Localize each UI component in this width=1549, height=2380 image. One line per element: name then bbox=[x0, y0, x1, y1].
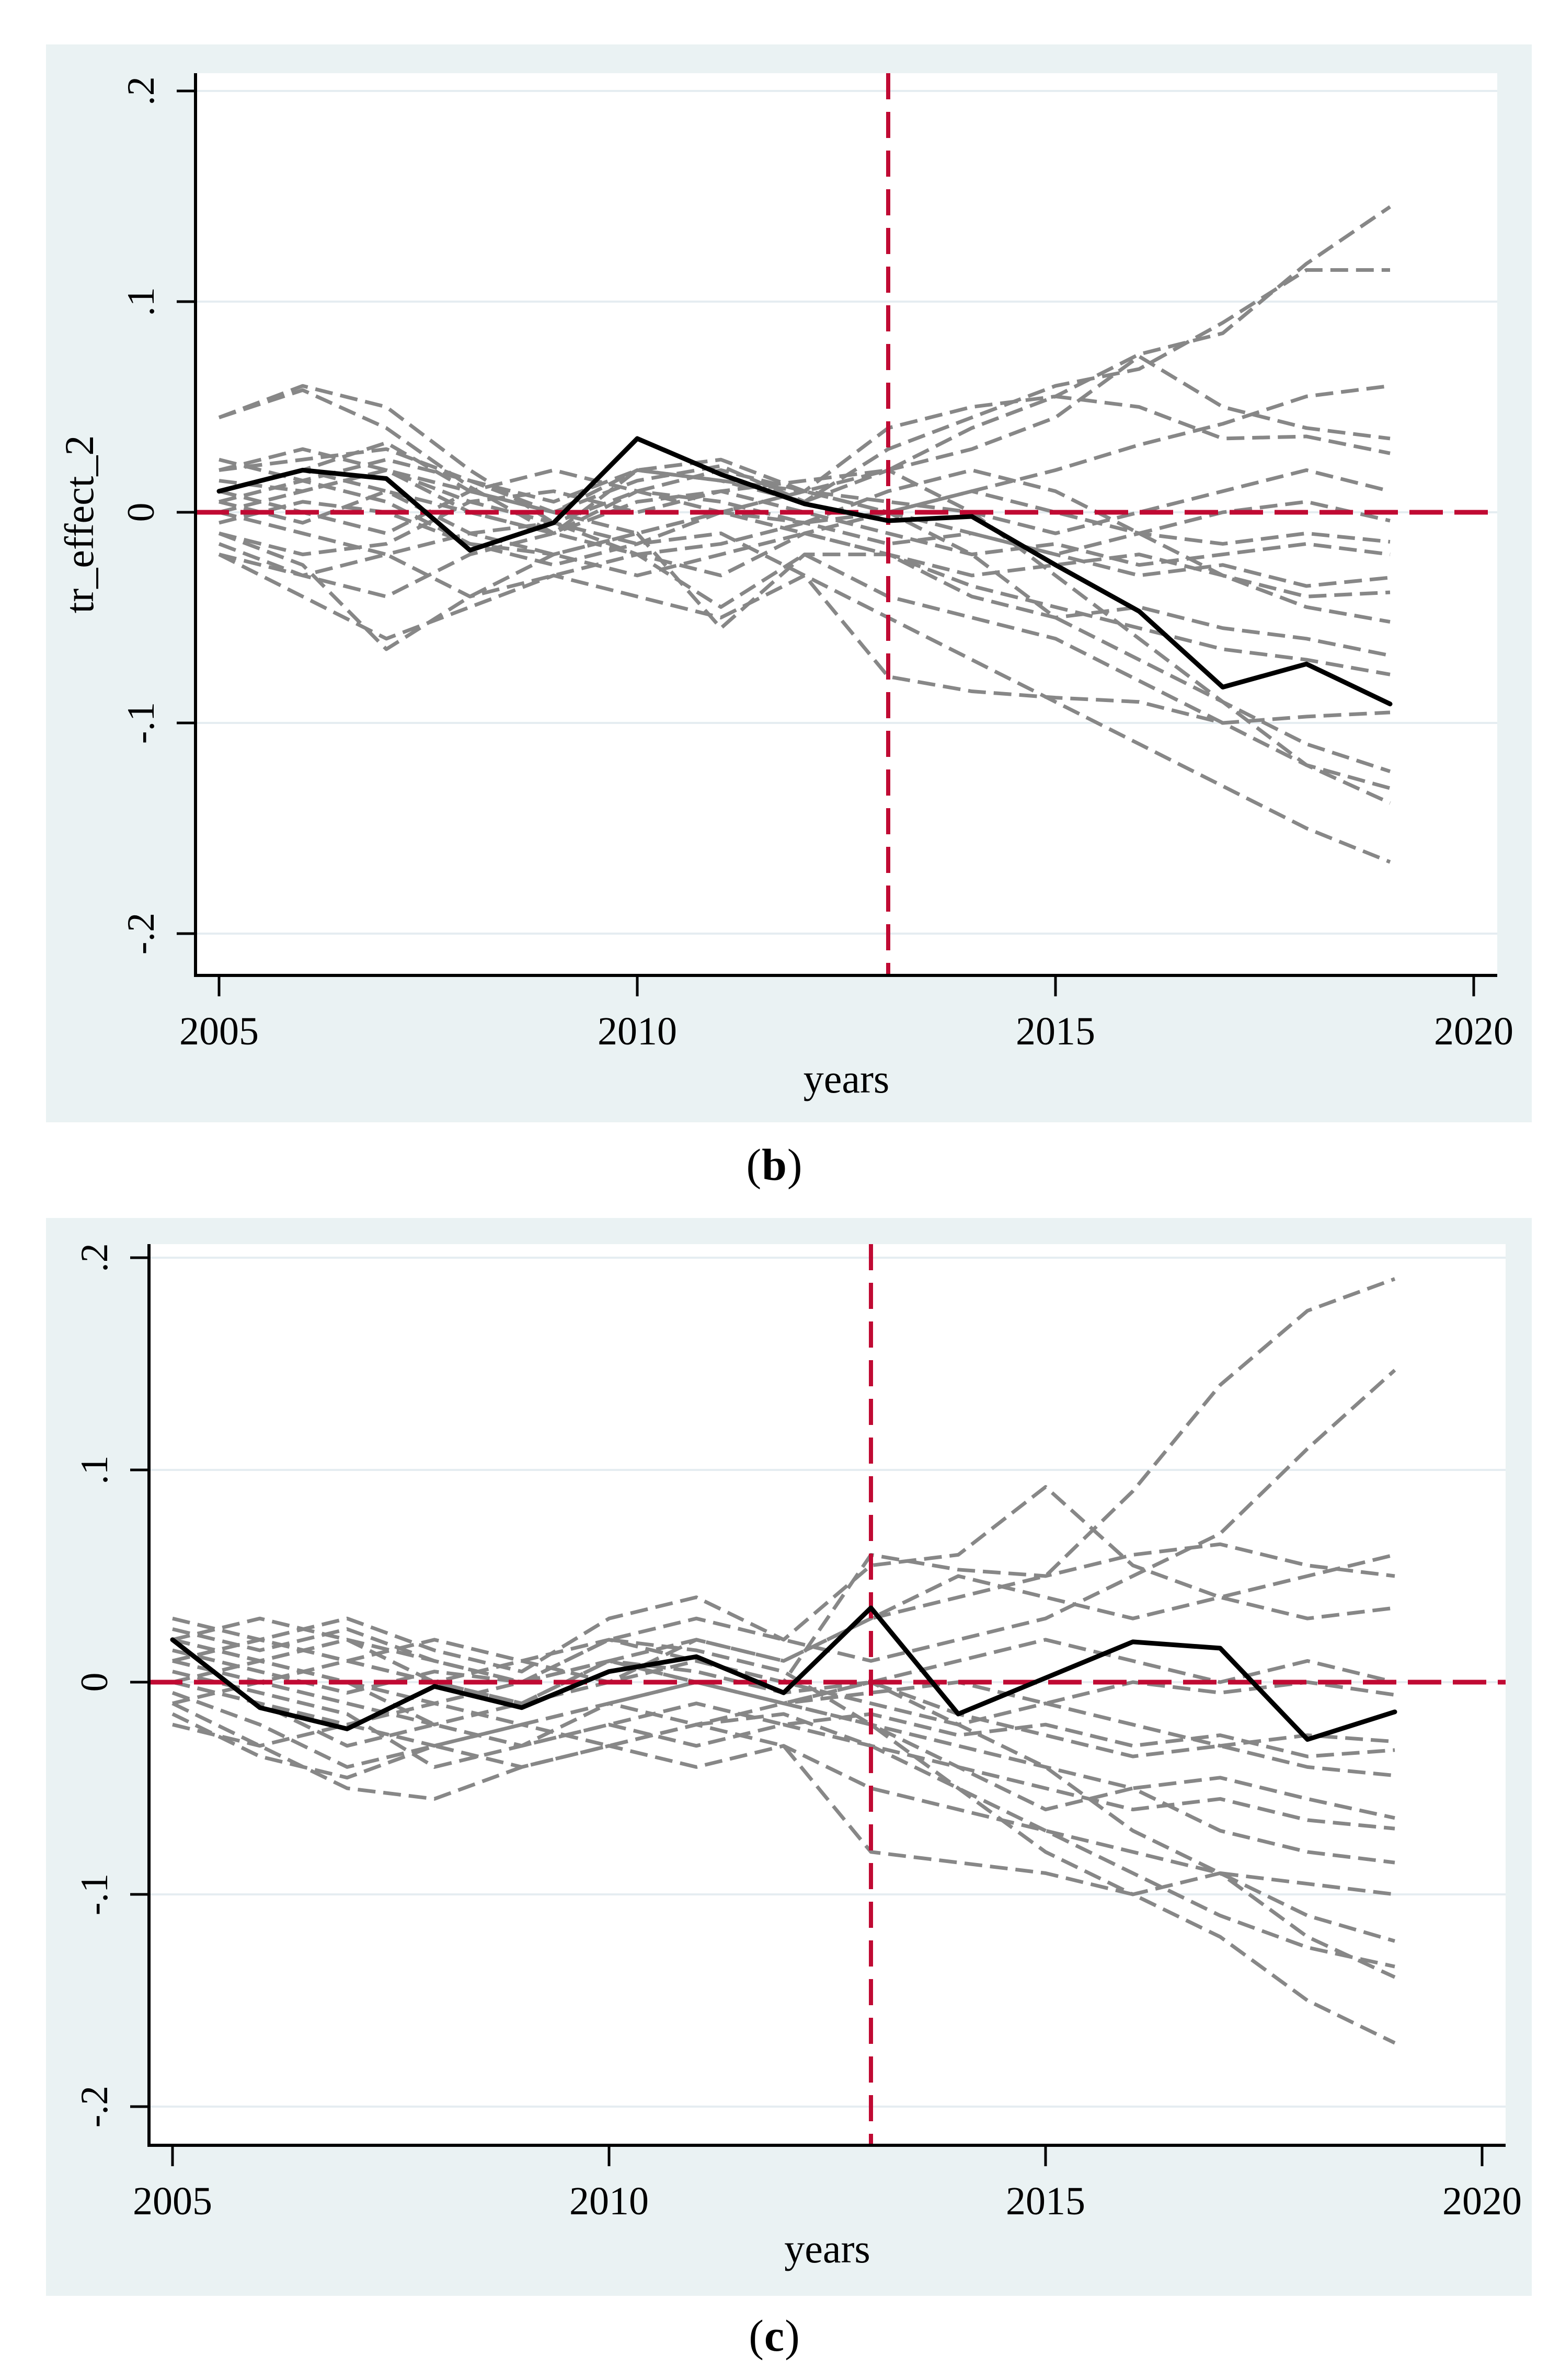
placebo-line-c bbox=[172, 1638, 1395, 1943]
caption-b-open: ( bbox=[746, 1140, 762, 1190]
caption-b: (b) bbox=[0, 1139, 1549, 1191]
caption-c-letter: c bbox=[764, 2310, 785, 2361]
chart-b: .2 .1 0 -.1 -.2 2005 2010 2015 2020 years tr_effec… bbox=[46, 44, 1532, 1122]
placebo-line-c bbox=[172, 1574, 1395, 1706]
x-tick-label-b: 2005 bbox=[179, 1009, 259, 1053]
treated-line-b bbox=[216, 436, 1393, 707]
placebo-line-b bbox=[219, 468, 1391, 774]
placebo-line-c bbox=[172, 1670, 1395, 1831]
chart-c: .2 .1 0 -.1 -.2 2005 2010 2015 2020 years bbox=[46, 1218, 1532, 2296]
y-tick-label-b: -.2 bbox=[120, 913, 163, 955]
y-tick-label-c: -.2 bbox=[73, 2086, 116, 2128]
y-tick-label-c: 0 bbox=[73, 1673, 116, 1692]
placebo-line-b bbox=[219, 354, 1391, 504]
placebo-line-b bbox=[219, 468, 1391, 557]
x-axis-title-c: years bbox=[784, 2226, 870, 2271]
placebo-line-c bbox=[172, 1485, 1395, 1674]
placebo-line-b bbox=[219, 489, 1391, 567]
caption-c-open: ( bbox=[749, 2310, 764, 2361]
x-tick-label-c: 2005 bbox=[133, 2179, 212, 2223]
placebo-line-b bbox=[218, 531, 1391, 658]
placebo-line-b bbox=[218, 384, 1391, 578]
caption-b-close: ) bbox=[787, 1140, 803, 1190]
placebo-line-b bbox=[218, 542, 1391, 790]
plot-area-c bbox=[149, 1244, 1506, 2145]
y-tick-label-c: .1 bbox=[73, 1455, 116, 1485]
treated-line-c bbox=[170, 1605, 1397, 1742]
placebo-line-c bbox=[172, 1680, 1395, 1969]
placebo-line-c bbox=[172, 1627, 1396, 1979]
placebo-line-b bbox=[219, 468, 1391, 535]
placebo-line-b bbox=[219, 447, 1391, 624]
y-tick-label-b: .1 bbox=[120, 287, 163, 316]
placebo-line-c bbox=[172, 1638, 1395, 1865]
x-tick-label-c: 2010 bbox=[569, 2179, 649, 2223]
placebo-line-c bbox=[172, 1680, 1395, 1758]
y-tick-label-b: 0 bbox=[120, 503, 163, 522]
x-tick-label-b: 2015 bbox=[1016, 1009, 1095, 1053]
placebo-line-b bbox=[218, 553, 1391, 864]
placebo-line-c bbox=[171, 1691, 1395, 1820]
x-axis-title-b: years bbox=[804, 1056, 890, 1101]
y-axis-title-b: tr_effect_2 bbox=[56, 435, 102, 614]
placebo-line-b bbox=[219, 468, 1391, 599]
x-tick-label-c: 2015 bbox=[1006, 2179, 1085, 2223]
y-tick-label-b: -.1 bbox=[120, 702, 163, 744]
x-tick-label-b: 2020 bbox=[1434, 1009, 1513, 1053]
placebo-line-b bbox=[219, 489, 1391, 599]
y-tick-label-c: .2 bbox=[73, 1243, 116, 1272]
caption-c-close: ) bbox=[785, 2310, 800, 2361]
y-tick-label-b: .2 bbox=[120, 76, 163, 106]
x-tick-label-b: 2010 bbox=[598, 1009, 677, 1053]
x-tick-label-c: 2020 bbox=[1442, 2179, 1522, 2223]
placebo-line-c bbox=[171, 1701, 1395, 1896]
placebo-line-c bbox=[171, 1712, 1396, 2045]
caption-c: (c) bbox=[0, 2309, 1549, 2362]
placebo-line-b bbox=[219, 394, 1391, 557]
caption-b-letter: b bbox=[762, 1140, 787, 1190]
y-tick-label-c: -.1 bbox=[73, 1873, 116, 1915]
